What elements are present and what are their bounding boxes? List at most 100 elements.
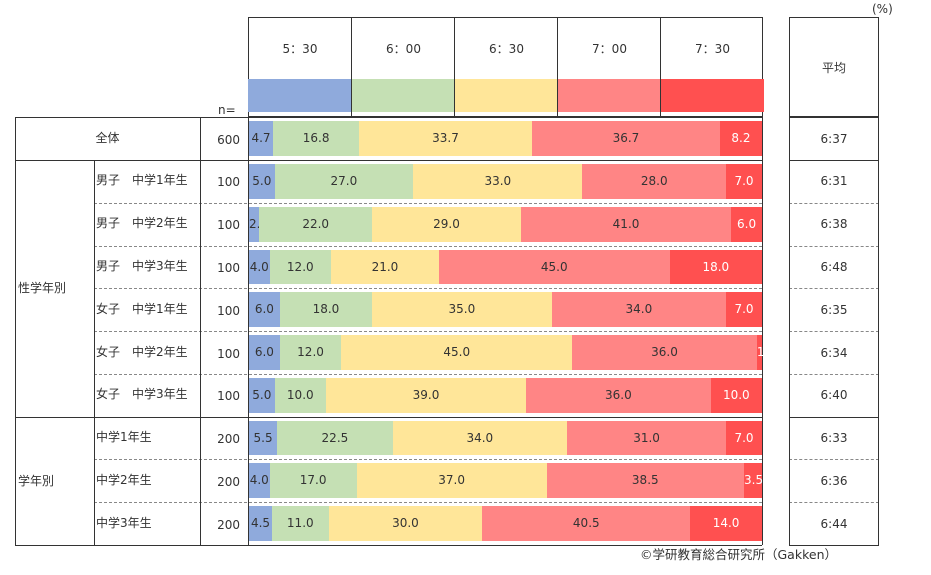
divider (15, 545, 762, 546)
bar-segment: 4.0 (249, 249, 270, 285)
bar-segment: 22.5 (277, 420, 393, 456)
row-avg: 6:37 (820, 131, 848, 146)
row-n: 100 (217, 346, 240, 361)
divider (15, 416, 762, 418)
group-label: 学年別 (18, 473, 55, 488)
row-label: 男子 中学3年生 (96, 258, 188, 273)
avg-header-box: 平均 (789, 17, 879, 117)
bar-segment: 21.0 (331, 249, 439, 285)
bar-segment: 6.0 (731, 206, 762, 242)
divider (789, 202, 879, 204)
group-label: 性学年別 (18, 281, 67, 296)
row-n: 100 (217, 303, 240, 318)
bar-segment: 14.0 (690, 506, 762, 541)
row-label: 男子 中学1年生 (96, 173, 188, 188)
bar-segment: 36.7 (531, 121, 720, 156)
row-label: 全体 (95, 130, 120, 145)
bar-segment: 36.0 (572, 335, 757, 370)
row-avg: 6:34 (820, 345, 848, 360)
bar-segment: 22.0 (259, 206, 373, 242)
bar-segment: 7.0 (726, 164, 762, 199)
unit-label: (%) (872, 2, 893, 16)
legend-item: 7：30 (660, 18, 764, 118)
bar-segment: 36.0 (526, 377, 711, 413)
legend-swatch (661, 79, 764, 112)
divider (15, 160, 762, 161)
row-avg: 6:40 (820, 388, 848, 403)
legend-swatch (455, 79, 558, 112)
row-n: 200 (217, 517, 240, 532)
bar-segment: 4.0 (249, 463, 270, 499)
legend-label: 7：30 (695, 42, 730, 56)
row-label: 女子 中学2年生 (96, 344, 188, 359)
bar-segment: 8.2 (719, 121, 762, 156)
row-avg: 6:44 (820, 516, 848, 531)
row-n: 200 (217, 474, 240, 489)
bar-segment: 39.0 (325, 377, 526, 413)
legend-item: 5：30 (248, 18, 352, 118)
bar-segment: 33.7 (359, 121, 532, 156)
legend-label: 5：30 (282, 42, 318, 56)
legend-label: 6：30 (489, 42, 524, 56)
legend-swatch (558, 79, 661, 112)
divider (789, 459, 879, 461)
legend-label: 6：00 (386, 42, 421, 56)
legend-header: 5：30 6：00 6：30 7：00 7：30 (248, 17, 764, 118)
row-n: 100 (217, 175, 240, 190)
bar-segment: 37.0 (356, 463, 547, 499)
divider (94, 373, 762, 375)
row-n: 200 (217, 432, 240, 447)
divider (94, 331, 762, 333)
bar-segment: 33.0 (413, 164, 583, 199)
divider (878, 117, 879, 545)
divider (789, 117, 879, 118)
legend-item: 6：30 (454, 18, 558, 118)
legend-item: 6：00 (351, 18, 455, 118)
bar-segment: 41.0 (520, 206, 732, 242)
bar-segment: 27.0 (274, 164, 414, 199)
divider (789, 245, 879, 247)
legend-swatch (352, 79, 455, 112)
legend-item: 7：00 (557, 18, 661, 118)
row-avg: 6:33 (820, 431, 848, 446)
row-label: 女子 中学3年生 (96, 387, 188, 402)
bar-segment: 18.0 (279, 292, 373, 328)
divider (789, 373, 879, 375)
copyright: ©学研教育総合研究所（Gakken） (640, 547, 837, 562)
bar-segment: 10.0 (274, 377, 326, 413)
bar-segment: 28.0 (582, 164, 727, 199)
row-avg: 6:35 (820, 302, 848, 317)
divider (789, 160, 879, 161)
row-n: 100 (217, 218, 240, 233)
row-label: 中学3年生 (96, 515, 152, 530)
divider (789, 502, 879, 504)
divider (15, 117, 762, 118)
divider (789, 545, 879, 546)
bar-segment: 6.0 (249, 292, 280, 328)
divider (789, 117, 790, 545)
divider (94, 160, 95, 545)
divider (94, 288, 762, 290)
bar-segment: 29.0 (372, 206, 521, 242)
row-label: 女子 中学1年生 (96, 301, 188, 316)
divider (200, 117, 201, 545)
bar-segment: 45.0 (341, 335, 573, 370)
divider (762, 117, 763, 545)
row-label: 男子 中学2年生 (96, 216, 188, 231)
row-n: 100 (217, 389, 240, 404)
bar-segment: 7.0 (726, 420, 762, 456)
bar-segment: 3.5 (744, 463, 763, 499)
legend-swatch (248, 79, 352, 112)
bar-segment: 2.0 (249, 206, 268, 242)
legend-label: 7：00 (592, 42, 627, 56)
divider (248, 117, 249, 545)
row-avg: 6:36 (820, 473, 848, 488)
bar-segment: 40.5 (482, 506, 691, 541)
bar-segment: 34.0 (392, 420, 568, 456)
row-n: 100 (217, 260, 240, 275)
bar-segment: 31.0 (567, 420, 727, 456)
row-avg: 6:38 (820, 217, 848, 232)
bar-segment: 7.0 (726, 292, 762, 328)
bar-segment: 6.0 (249, 335, 280, 370)
divider (789, 416, 879, 418)
